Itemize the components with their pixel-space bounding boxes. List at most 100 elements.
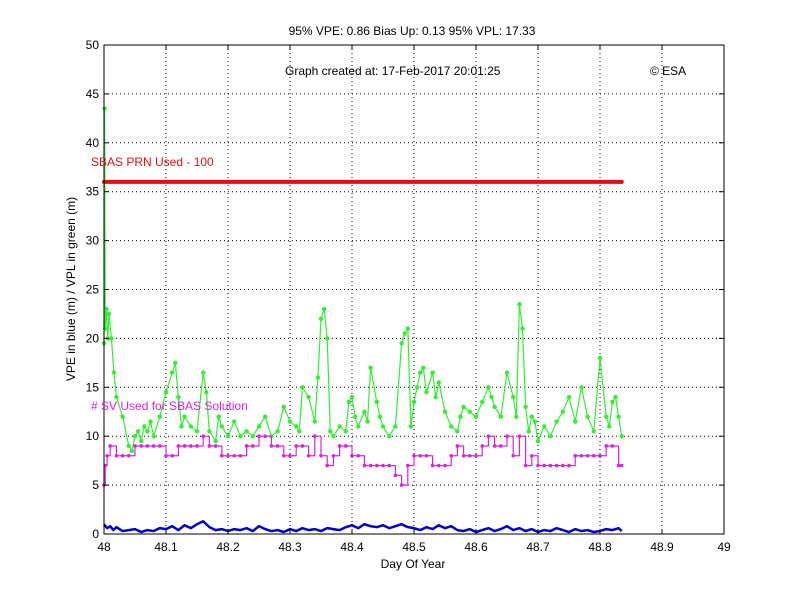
y-axis: 0 5 10 15 20 25 30 35 40 45 50	[86, 38, 724, 541]
point-vpl	[170, 370, 175, 375]
point-vpl	[399, 341, 404, 346]
point-vpl	[204, 389, 209, 395]
point-sv	[176, 444, 181, 448]
point-vpl	[573, 419, 578, 424]
point-vpl	[346, 399, 352, 405]
point-vpl	[157, 414, 162, 419]
point-vpl	[173, 360, 178, 366]
point-sv	[337, 444, 342, 448]
x-axis-label: Day Of Year	[381, 557, 446, 571]
x-tick-label: 48.3	[278, 540, 302, 554]
point-vpl	[467, 409, 472, 414]
point-vpl	[331, 434, 336, 439]
point-vpl	[139, 438, 144, 444]
point-vpl	[480, 399, 485, 405]
point-sv	[368, 463, 373, 468]
y-tick-label: 50	[86, 38, 100, 52]
point-vpl	[321, 306, 327, 312]
point-vpl	[325, 336, 330, 341]
y-axis-label: VPE in blue (m) / VPL in green (m)	[64, 197, 78, 381]
point-sv	[288, 453, 292, 458]
point-sv	[604, 444, 608, 448]
series-line-sv	[104, 435, 622, 486]
point-vpl	[106, 311, 112, 317]
point-vpl	[244, 429, 249, 434]
point-sv	[282, 453, 286, 458]
point-sv	[213, 444, 218, 448]
point-sv	[220, 453, 224, 458]
point-sv	[424, 453, 429, 458]
point-sv	[139, 444, 143, 448]
point-sv	[120, 453, 125, 458]
point-vpl	[374, 399, 379, 405]
point-vpl	[219, 424, 224, 429]
point-vpl	[554, 419, 559, 424]
point-sv	[418, 453, 423, 458]
point-vpl	[207, 429, 212, 434]
point-vpl	[517, 301, 522, 307]
point-vpl	[430, 370, 435, 375]
point-vpl	[377, 414, 383, 419]
point-sv	[523, 463, 528, 468]
point-vpl	[114, 394, 119, 400]
point-vpl	[135, 429, 141, 434]
point-sv	[263, 434, 268, 439]
point-sv	[610, 444, 615, 448]
point-vpl	[610, 399, 615, 405]
point-vpl	[585, 414, 590, 419]
point-sv	[105, 453, 109, 458]
point-vpl	[433, 394, 438, 400]
point-sv	[461, 453, 466, 458]
point-vpl	[504, 370, 510, 375]
point-vpl	[109, 336, 114, 341]
point-vpl	[294, 424, 299, 429]
x-tick-label: 49	[717, 540, 731, 554]
point-sv	[561, 463, 565, 468]
y-tick-label: 10	[86, 429, 100, 443]
point-vpl	[458, 414, 463, 419]
point-vpl	[411, 399, 417, 405]
point-sv	[381, 463, 385, 468]
point-vpl	[213, 438, 218, 444]
point-sv	[393, 473, 398, 478]
point-vpl	[548, 434, 553, 439]
point-vpl	[362, 409, 367, 414]
point-vpl	[179, 424, 184, 429]
point-vpl	[421, 365, 426, 370]
copyright-annotation: © ESA	[650, 64, 686, 78]
point-vpl	[408, 424, 414, 429]
point-vpl	[498, 414, 503, 419]
point-sv	[468, 453, 472, 458]
series-sv	[102, 434, 624, 487]
point-vpl	[424, 389, 429, 395]
point-sv	[567, 463, 571, 468]
point-sv	[536, 463, 540, 468]
point-vpl	[225, 434, 231, 439]
x-tick-label: 48.5	[402, 540, 426, 554]
point-sv	[592, 453, 596, 458]
point-vpl	[514, 414, 519, 419]
point-vpl	[607, 424, 612, 429]
point-sv	[542, 463, 546, 468]
point-sv	[306, 453, 311, 458]
point-sv	[108, 444, 112, 448]
x-tick-label: 48.4	[340, 540, 364, 554]
point-sv	[127, 453, 131, 458]
point-vpl	[591, 429, 596, 434]
point-sv	[158, 444, 162, 448]
point-vpl	[405, 326, 410, 331]
point-vpl	[449, 424, 454, 429]
series-line-vpe	[103, 520, 623, 534]
point-vpl	[473, 414, 479, 419]
point-sv	[486, 434, 491, 439]
point-vpl	[489, 394, 494, 400]
point-sv	[511, 453, 515, 458]
point-sv	[182, 444, 187, 448]
point-sv	[151, 444, 156, 448]
sbas-prn-annotation: SBAS PRN Used - 100	[91, 155, 214, 169]
y-tick-label: 45	[86, 87, 100, 101]
x-tick-label: 48	[97, 540, 111, 554]
chart-title: 95% VPE: 0.86 Bias Up: 0.13 95% VPL: 17.…	[289, 24, 536, 38]
point-vpl	[442, 409, 448, 414]
created-annotation: Graph created at: 17-Feb-2017 20:01:25	[285, 64, 501, 78]
